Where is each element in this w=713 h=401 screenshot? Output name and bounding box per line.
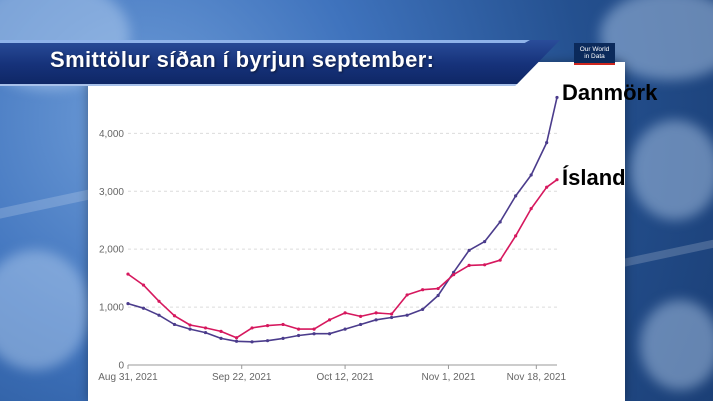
x-tick-label: Oct 12, 2021 xyxy=(316,372,374,383)
data-point-danmork xyxy=(219,336,223,340)
data-point-island xyxy=(203,326,208,330)
data-point-danmork xyxy=(483,240,487,244)
series-line-danmork xyxy=(127,97,558,343)
data-point-island xyxy=(483,263,487,267)
data-point-island xyxy=(498,258,502,262)
data-point-island xyxy=(555,178,559,182)
data-point-island xyxy=(126,272,130,276)
page-title: Smittölur síðan í byrjun september: xyxy=(50,47,435,72)
data-point-island xyxy=(157,299,161,303)
series-line-island xyxy=(127,179,558,339)
data-point-island xyxy=(296,327,301,331)
data-point-danmork xyxy=(265,339,270,343)
data-point-island xyxy=(436,286,440,291)
data-point-island xyxy=(358,314,363,318)
data-point-danmork xyxy=(188,327,192,331)
data-point-danmork xyxy=(498,220,502,224)
owid-logo-line1: Our World xyxy=(579,46,610,53)
data-point-island xyxy=(234,336,239,340)
data-point-danmork xyxy=(126,302,130,306)
data-point-island xyxy=(421,288,425,292)
data-point-island xyxy=(529,207,533,211)
x-tick-label: Nov 18, 2021 xyxy=(507,372,567,383)
data-point-danmork xyxy=(358,322,363,327)
data-point-island xyxy=(188,323,192,327)
data-point-danmork xyxy=(514,194,518,198)
data-point-danmork xyxy=(203,330,208,335)
y-tick-label: 2,000 xyxy=(99,245,124,256)
data-point-danmork xyxy=(312,332,316,336)
x-tick-label: Sep 22, 2021 xyxy=(212,372,272,383)
data-point-island xyxy=(250,326,254,330)
data-point-island xyxy=(374,311,378,315)
data-point-danmork xyxy=(250,340,254,344)
banner-accent xyxy=(0,40,530,43)
data-point-island xyxy=(281,322,285,327)
data-point-island xyxy=(265,324,270,328)
x-tick-label: Nov 1, 2021 xyxy=(421,372,475,383)
data-point-danmork xyxy=(281,336,285,340)
x-tick-label: Aug 31, 2021 xyxy=(98,372,158,383)
data-point-danmork xyxy=(452,270,456,274)
data-point-island xyxy=(545,185,549,189)
owid-logo: Our World in Data xyxy=(574,43,615,65)
data-point-island xyxy=(390,312,394,316)
data-point-danmork xyxy=(545,141,549,145)
data-point-danmork xyxy=(436,293,440,298)
data-point-danmork xyxy=(555,95,559,100)
y-tick-label: 1,000 xyxy=(99,303,124,314)
data-point-danmork xyxy=(157,313,161,317)
data-point-danmork xyxy=(172,322,177,327)
data-point-danmork xyxy=(405,313,409,317)
data-point-island xyxy=(452,273,456,277)
label-danmork: Danmörk xyxy=(562,80,658,105)
data-point-island xyxy=(312,327,316,331)
y-tick-label: 0 xyxy=(118,361,124,372)
owid-logo-line2: in Data xyxy=(584,53,605,60)
data-point-island xyxy=(327,318,332,322)
data-point-danmork xyxy=(390,315,394,320)
data-point-danmork xyxy=(421,307,425,311)
label-island: Ísland xyxy=(562,165,626,190)
y-tick-label: 4,000 xyxy=(99,129,124,140)
data-point-danmork xyxy=(529,173,533,177)
data-point-island xyxy=(172,314,177,318)
chart-card xyxy=(88,62,625,401)
data-point-island xyxy=(141,283,146,287)
data-point-danmork xyxy=(327,332,332,336)
data-point-danmork xyxy=(141,306,146,310)
data-point-danmork xyxy=(234,339,239,343)
data-point-danmork xyxy=(467,248,471,252)
y-tick-label: 3,000 xyxy=(99,187,124,198)
data-point-island xyxy=(219,329,223,334)
title-banner xyxy=(0,40,560,86)
data-point-danmork xyxy=(343,327,347,331)
data-point-island xyxy=(405,293,409,297)
data-point-danmork xyxy=(374,318,378,322)
data-point-island xyxy=(467,263,471,267)
data-point-island xyxy=(514,234,518,238)
data-point-island xyxy=(343,311,347,315)
data-point-danmork xyxy=(296,333,301,338)
